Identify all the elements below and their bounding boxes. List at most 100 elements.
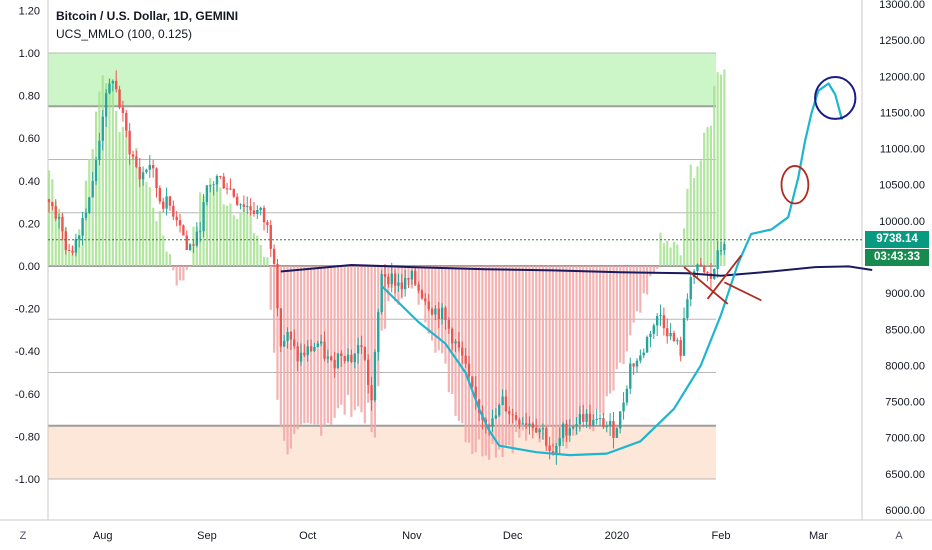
histogram-bar [145, 182, 148, 266]
candle-body [464, 355, 467, 364]
histogram-bar [541, 266, 545, 440]
histogram-bar [242, 208, 245, 266]
histogram-bar [370, 266, 373, 433]
candle-body [424, 298, 427, 302]
histogram-bar [686, 188, 689, 266]
candle-body [578, 414, 582, 425]
histogram-bar [172, 266, 175, 271]
candle-body [666, 328, 669, 337]
chart-title: Bitcoin / U.S. Dollar, 1D, GEMINI [56, 9, 239, 23]
histogram-bar [662, 243, 665, 266]
candle-body [541, 428, 545, 430]
candle-body [151, 164, 155, 169]
candle-body [642, 352, 645, 356]
candle-body [568, 428, 571, 436]
candle-body [313, 346, 316, 352]
histogram-bar [346, 266, 350, 395]
candle-body [272, 248, 276, 264]
candle-body [330, 356, 333, 361]
zoom-button[interactable]: Z [19, 530, 27, 542]
candle-body [380, 273, 383, 313]
x-axis-tick: 2020 [605, 530, 629, 542]
histogram-bar [484, 266, 487, 456]
candle-body [333, 360, 336, 369]
candle-body [246, 206, 249, 208]
red-drawn-mark-1 [706, 255, 742, 300]
histogram-bar [71, 245, 74, 266]
candle-body [115, 80, 118, 90]
candle-body [256, 209, 259, 214]
right-axis-tick: 11000.00 [880, 144, 925, 156]
histogram-bar [548, 266, 551, 427]
histogram-bar [209, 178, 212, 266]
histogram-bar [666, 240, 669, 266]
candle-body [686, 299, 689, 319]
histogram-bar [575, 266, 578, 436]
candle-body [407, 278, 410, 280]
histogram-bar [682, 228, 686, 266]
histogram-bar [582, 266, 585, 418]
candle-body [81, 217, 84, 236]
red-drawn-mark-0 [683, 266, 729, 305]
candle-body [266, 222, 269, 226]
histogram-bar [111, 85, 114, 266]
histogram-bar [612, 266, 615, 391]
histogram-bar [488, 266, 491, 460]
candle-body [679, 340, 682, 356]
candle-body [602, 418, 605, 428]
candle-body [316, 343, 319, 347]
histogram-bar [353, 266, 356, 411]
candle-body [242, 204, 246, 207]
candle-body [192, 244, 195, 246]
histogram-bar [225, 205, 229, 266]
histogram-bar [494, 266, 497, 458]
candle-body [188, 244, 192, 250]
histogram-bar [615, 266, 618, 370]
candle-body [306, 346, 309, 356]
histogram-bar [609, 266, 612, 394]
histogram-bar [568, 266, 571, 434]
histogram-bar [185, 266, 188, 270]
candle-body [145, 169, 148, 173]
candle-body [632, 363, 635, 367]
candle-body [71, 250, 74, 253]
red-drawn-circle [780, 165, 810, 205]
candle-body [588, 413, 592, 426]
histogram-bar [222, 204, 225, 266]
histogram-bar [535, 266, 538, 433]
candle-body [249, 206, 252, 211]
histogram-bar [212, 186, 215, 266]
histogram-bar [420, 266, 424, 298]
histogram-bar [118, 131, 121, 266]
histogram-bar [152, 207, 155, 266]
left-axis-tick: 1.00 [19, 48, 40, 60]
right-axis-tick: 6500.00 [885, 469, 925, 481]
histogram-bar [706, 127, 709, 266]
histogram-bar [511, 266, 514, 454]
histogram-bar [333, 266, 336, 418]
auto-scale-button[interactable]: A [895, 530, 903, 542]
histogram-bar [128, 158, 131, 266]
histogram-bar [383, 266, 387, 329]
histogram-bar [246, 214, 249, 266]
candle-body [703, 266, 706, 273]
candle-body [420, 290, 424, 299]
histogram-bar [501, 266, 504, 458]
candle-body [518, 419, 521, 425]
candle-body [471, 376, 474, 387]
histogram-bar [269, 266, 272, 310]
candle-body [592, 420, 595, 426]
candle-body [582, 414, 585, 422]
histogram-bar [467, 266, 471, 443]
histogram-bar [283, 266, 286, 441]
candle-body [138, 166, 141, 180]
histogram-bar [350, 266, 353, 418]
candle-body [309, 346, 313, 352]
blue-drawn-circle [814, 76, 857, 120]
histogram-bar [155, 221, 158, 266]
left-axis-tick: 0.60 [19, 133, 40, 145]
candle-body [94, 160, 98, 182]
candle-body [403, 278, 407, 290]
histogram-bar [162, 235, 165, 266]
